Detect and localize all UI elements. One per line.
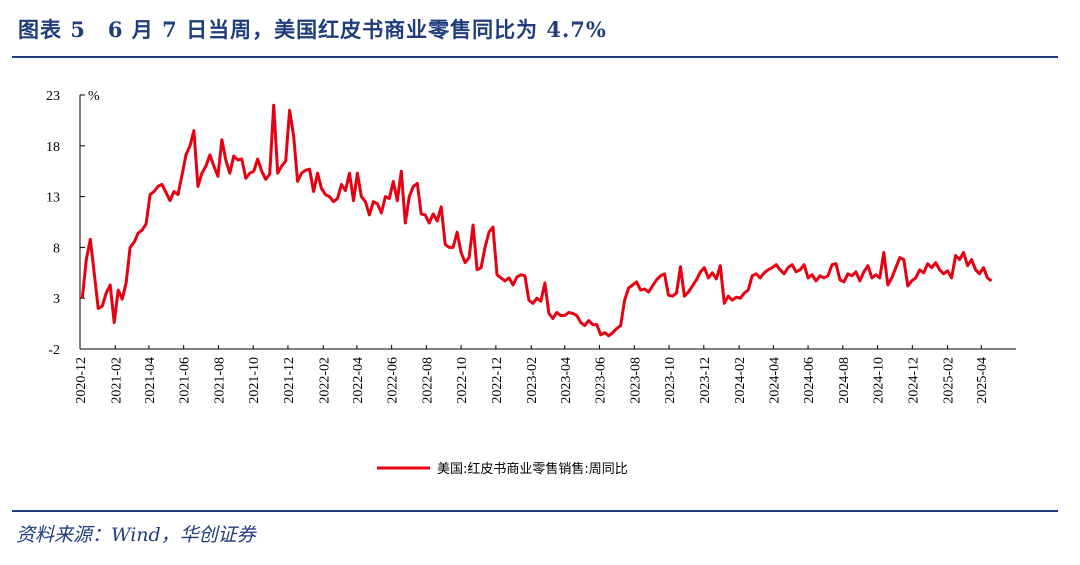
x-tick-label: 2022-10 <box>455 357 470 404</box>
title-divider <box>12 56 1058 58</box>
chart-axes <box>79 94 1016 350</box>
legend-label: 美国:红皮书商业零售销售:周同比 <box>437 461 628 477</box>
source-note: 资料来源：Wind，华创证券 <box>16 524 256 546</box>
x-tick-label: 2022-02 <box>317 357 332 404</box>
y-tick-label: 8 <box>53 241 60 256</box>
x-tick-label: 2022-08 <box>420 357 435 404</box>
x-tick-label: 2021-10 <box>247 357 262 404</box>
y-tick-label: 3 <box>53 292 60 307</box>
x-tick-label: 2023-06 <box>594 357 609 404</box>
x-tick-label: 2022-12 <box>490 357 505 404</box>
x-tick-label: 2022-06 <box>386 357 401 404</box>
y-tick-labels: -2 3 8 13 18 23 <box>46 89 60 358</box>
x-tick-label: 2023-02 <box>525 357 540 404</box>
x-tick-label: 2025-04 <box>975 357 990 404</box>
y-tick-label: 18 <box>46 140 60 155</box>
x-tick-label: 2021-04 <box>143 357 158 404</box>
x-tick-label: 2021-08 <box>212 357 227 404</box>
x-tick-label: 2023-12 <box>698 357 713 404</box>
x-tick-label: 2024-02 <box>733 357 748 404</box>
x-tick-label: 2023-08 <box>628 357 643 404</box>
y-tick-label: 13 <box>46 191 60 206</box>
x-tick-label: 2025-02 <box>942 357 957 404</box>
x-tick-label: 2021-06 <box>178 357 193 404</box>
y-tick-label: -2 <box>48 343 60 358</box>
x-tick-label: 2021-12 <box>282 357 297 404</box>
x-tick-label: 2022-04 <box>351 357 366 404</box>
x-tick-label: 2024-10 <box>872 357 887 404</box>
figure-title: 图表 5 6 月 7 日当周，美国红皮书商业零售同比为 4.7% <box>18 17 607 42</box>
x-tick-label: 2024-12 <box>906 357 921 404</box>
x-tick-label: 2023-04 <box>559 357 574 404</box>
y-unit-label: % <box>88 89 100 104</box>
x-tick-label: 2024-06 <box>802 357 817 404</box>
x-tick-label: 2020-12 <box>74 357 89 404</box>
y-tick-label: 23 <box>46 89 60 104</box>
legend: 美国:红皮书商业零售销售:周同比 <box>377 461 628 477</box>
footer-divider <box>12 510 1058 512</box>
x-tick-labels: 2020-12 2021-02 2021-04 2021-06 2021-08 2021-… <box>74 357 990 404</box>
x-tick-label: 2021-02 <box>109 357 124 404</box>
x-tick-label: 2024-08 <box>837 357 852 404</box>
x-tick-label: 2023-10 <box>663 357 678 404</box>
series-line <box>80 103 993 338</box>
x-tick-label: 2024-04 <box>767 357 782 404</box>
plot-area <box>80 103 993 338</box>
